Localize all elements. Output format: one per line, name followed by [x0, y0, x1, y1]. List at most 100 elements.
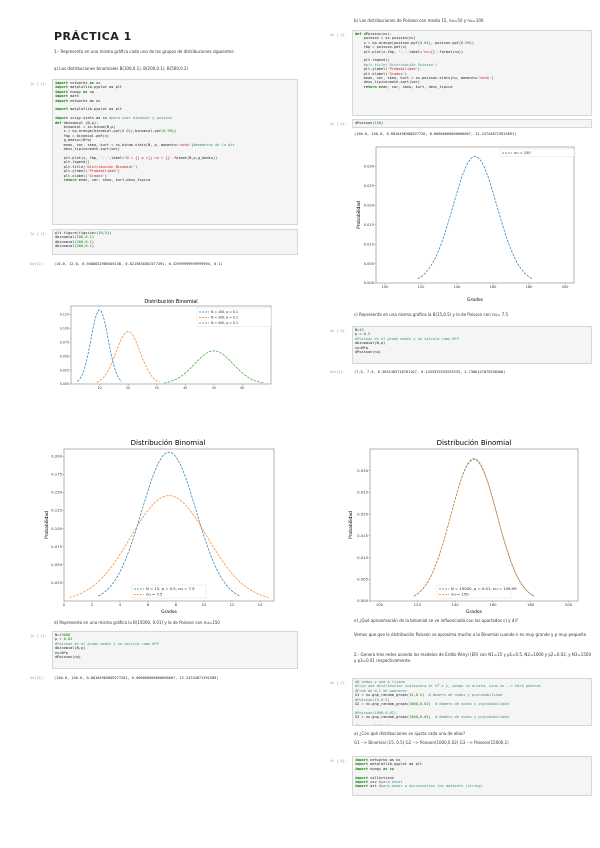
x-axis-label: Grados	[466, 609, 483, 615]
code-cell-poisson[interactable]: def dPoisson(nu): poisson = ss.poisson(n…	[352, 30, 592, 116]
legend-entry: N = 200, p = 0.1	[211, 316, 238, 320]
cell-prompt: In [ 8]:	[330, 759, 347, 763]
exercise-1-text: 1.- Representa en una misma gráfica cada…	[54, 49, 235, 54]
legend	[131, 584, 207, 599]
x-axis-label: Grados	[467, 297, 484, 303]
x-tick-label: 30	[155, 386, 159, 390]
series-line	[96, 331, 160, 383]
y-tick-label: 0.075	[51, 544, 62, 549]
series-line	[98, 451, 240, 597]
y-tick-label: 0.125	[60, 313, 69, 317]
series-line	[413, 458, 535, 597]
chart-title: Distribución Binomial	[144, 298, 197, 305]
page-title: PRÁCTICA 1	[54, 30, 132, 43]
y-tick-label: 0.050	[51, 562, 62, 567]
question-a-text: a) ¿Con qué distribuciones se ajusta cad…	[354, 731, 466, 736]
x-tick-label: 10	[98, 386, 102, 390]
y-tick-label: 0.100	[60, 326, 69, 330]
legend-entry: N = 15000, p = 0.01, nu = 149.99	[451, 586, 517, 591]
y-tick-label: 0.100	[51, 526, 62, 531]
x-tick-label: 140	[454, 285, 462, 289]
exercise-1e-text: e) ¿Qué aproximación de la binomial se v…	[354, 618, 519, 623]
x-tick-label: 160	[490, 285, 498, 289]
code-cell-imports[interactable]: import networkx as nx import matplotlib.…	[352, 756, 592, 796]
y-tick-label: 0.030	[364, 165, 375, 169]
cell-output: (10.0, 12.0, 0.9486832980505138, 0.82158…	[54, 262, 223, 266]
cell-prompt: In [ 6]:	[330, 329, 347, 333]
cell-output: (150.0, 150.0, 0.0816496580927726, 0.006…	[354, 132, 517, 136]
y-tick-label: 0.005	[364, 262, 374, 266]
x-tick-label: 100	[376, 602, 384, 607]
y-tick-label: 0.025	[364, 184, 374, 188]
code-cell-binomial-vs-poisson-small[interactable]: N=15 p = 0.5 #Poisson es el grado medio …	[352, 326, 592, 364]
x-tick-label: 200	[565, 602, 573, 607]
code-cell-call-poisson[interactable]: dPoisson(150)	[352, 119, 592, 128]
y-axis-label: Probabilidad	[348, 511, 354, 539]
x-tick-label: 120	[418, 285, 426, 289]
chart-title: Distribución Binomial	[437, 439, 512, 447]
legend-entry: N = 100, p = 0.1	[211, 310, 238, 314]
cell-prompt: In [ 2]:	[30, 232, 47, 236]
exercise-1b-text: b) Las distribuciones de Poisson con med…	[354, 18, 484, 23]
x-tick-label: 180	[527, 602, 535, 607]
series-line	[164, 350, 264, 384]
code-cell-binomial[interactable]: import networkx as nx import matplotlib.…	[52, 79, 298, 225]
y-tick-label: 0.010	[357, 555, 368, 560]
x-tick-label: 100	[382, 285, 390, 289]
legend	[499, 148, 575, 157]
y-tick-label: 0.200	[51, 453, 62, 458]
y-tick-label: 0.020	[357, 511, 368, 516]
cell-output: (150.0, 150.0, 0.08164965809277261, 0.00…	[54, 676, 219, 680]
cell-prompt: In [ 1]:	[30, 82, 47, 86]
x-tick-label: 50	[212, 386, 216, 390]
x-tick-label: 120	[414, 602, 422, 607]
chart-title: Distribución Binomial	[131, 439, 206, 447]
y-tick-label: 0.005	[357, 576, 368, 581]
cell-prompt: In [ 5]:	[30, 634, 47, 638]
x-tick-label: 200	[562, 285, 570, 289]
y-tick-label: 0.010	[364, 242, 375, 246]
cell-prompt: In [ 4]:	[330, 122, 347, 126]
series-line	[77, 309, 123, 382]
code-cell-generate-networks[interactable]: #N nodos y una p fijada #Cojo una distri…	[352, 678, 592, 726]
y-tick-label: 0.075	[60, 340, 69, 344]
chart-binomial-poisson-small: Distribución Binomial Probabilidad Grado…	[44, 439, 275, 615]
y-axis-label: Probabilidad	[356, 201, 362, 229]
x-tick-label: 12	[230, 602, 235, 607]
question-a-answer: G1 --> Binomial (15, 0.5) G2 --> Poisson…	[354, 740, 509, 745]
exercise-1e-answer: Vemos que que la distribución Poisson se…	[354, 632, 587, 637]
x-tick-label: 40	[183, 386, 187, 390]
y-tick-label: 0.030	[357, 468, 368, 473]
exercise-1c-text: c) Representa en una misma gráfica la B(…	[354, 312, 509, 317]
y-tick-label: 0.025	[60, 368, 69, 372]
cell-prompt: In [ 3]:	[330, 33, 347, 37]
output-prompt: Out[5]:	[30, 676, 45, 680]
y-tick-label: 0.000	[364, 281, 375, 285]
y-tick-label: 0.020	[364, 203, 375, 207]
x-tick-label: 2	[91, 602, 94, 607]
code-cell-plot-binomials[interactable]: plt.figure(figsize=(10,5)) dbinomial(100…	[52, 229, 298, 255]
y-tick-label: 0.000	[357, 598, 368, 603]
legend-entry: nu = 7.5	[146, 592, 163, 597]
y-tick-label: 0.015	[357, 533, 368, 538]
output-prompt: Out[4]:	[330, 370, 345, 374]
legend-entry: nu = 150	[451, 592, 469, 597]
y-tick-label: 0.050	[60, 354, 69, 358]
y-tick-label: 0.125	[51, 508, 62, 513]
exercise-1a-text: a) Las distribuciones binomiales B(100,0…	[54, 66, 189, 71]
x-tick-label: 140	[451, 602, 459, 607]
y-tick-label: 0.025	[357, 490, 368, 495]
legend-entry: nu = 150	[514, 151, 531, 155]
output-prompt: Out[2]:	[30, 262, 45, 266]
y-tick-label: 0.150	[51, 490, 62, 495]
legend-entry: N = 15, p = 0.5, nu = 7.5	[146, 586, 195, 591]
x-tick-label: 60	[240, 386, 244, 390]
code-cell-binomial-vs-poisson-large[interactable]: N=15000 p = 0.01 #Poisson es el grado me…	[52, 631, 298, 669]
chart-binomial-poisson-large: Distribución Binomial Probabilidad Grado…	[348, 439, 579, 615]
x-tick-label: 160	[489, 602, 497, 607]
x-tick-label: 180	[526, 285, 534, 289]
y-tick-label: 0.175	[51, 472, 62, 477]
y-tick-label: 0.000	[60, 382, 69, 386]
legend	[196, 307, 272, 327]
x-tick-label: 0	[63, 602, 66, 607]
